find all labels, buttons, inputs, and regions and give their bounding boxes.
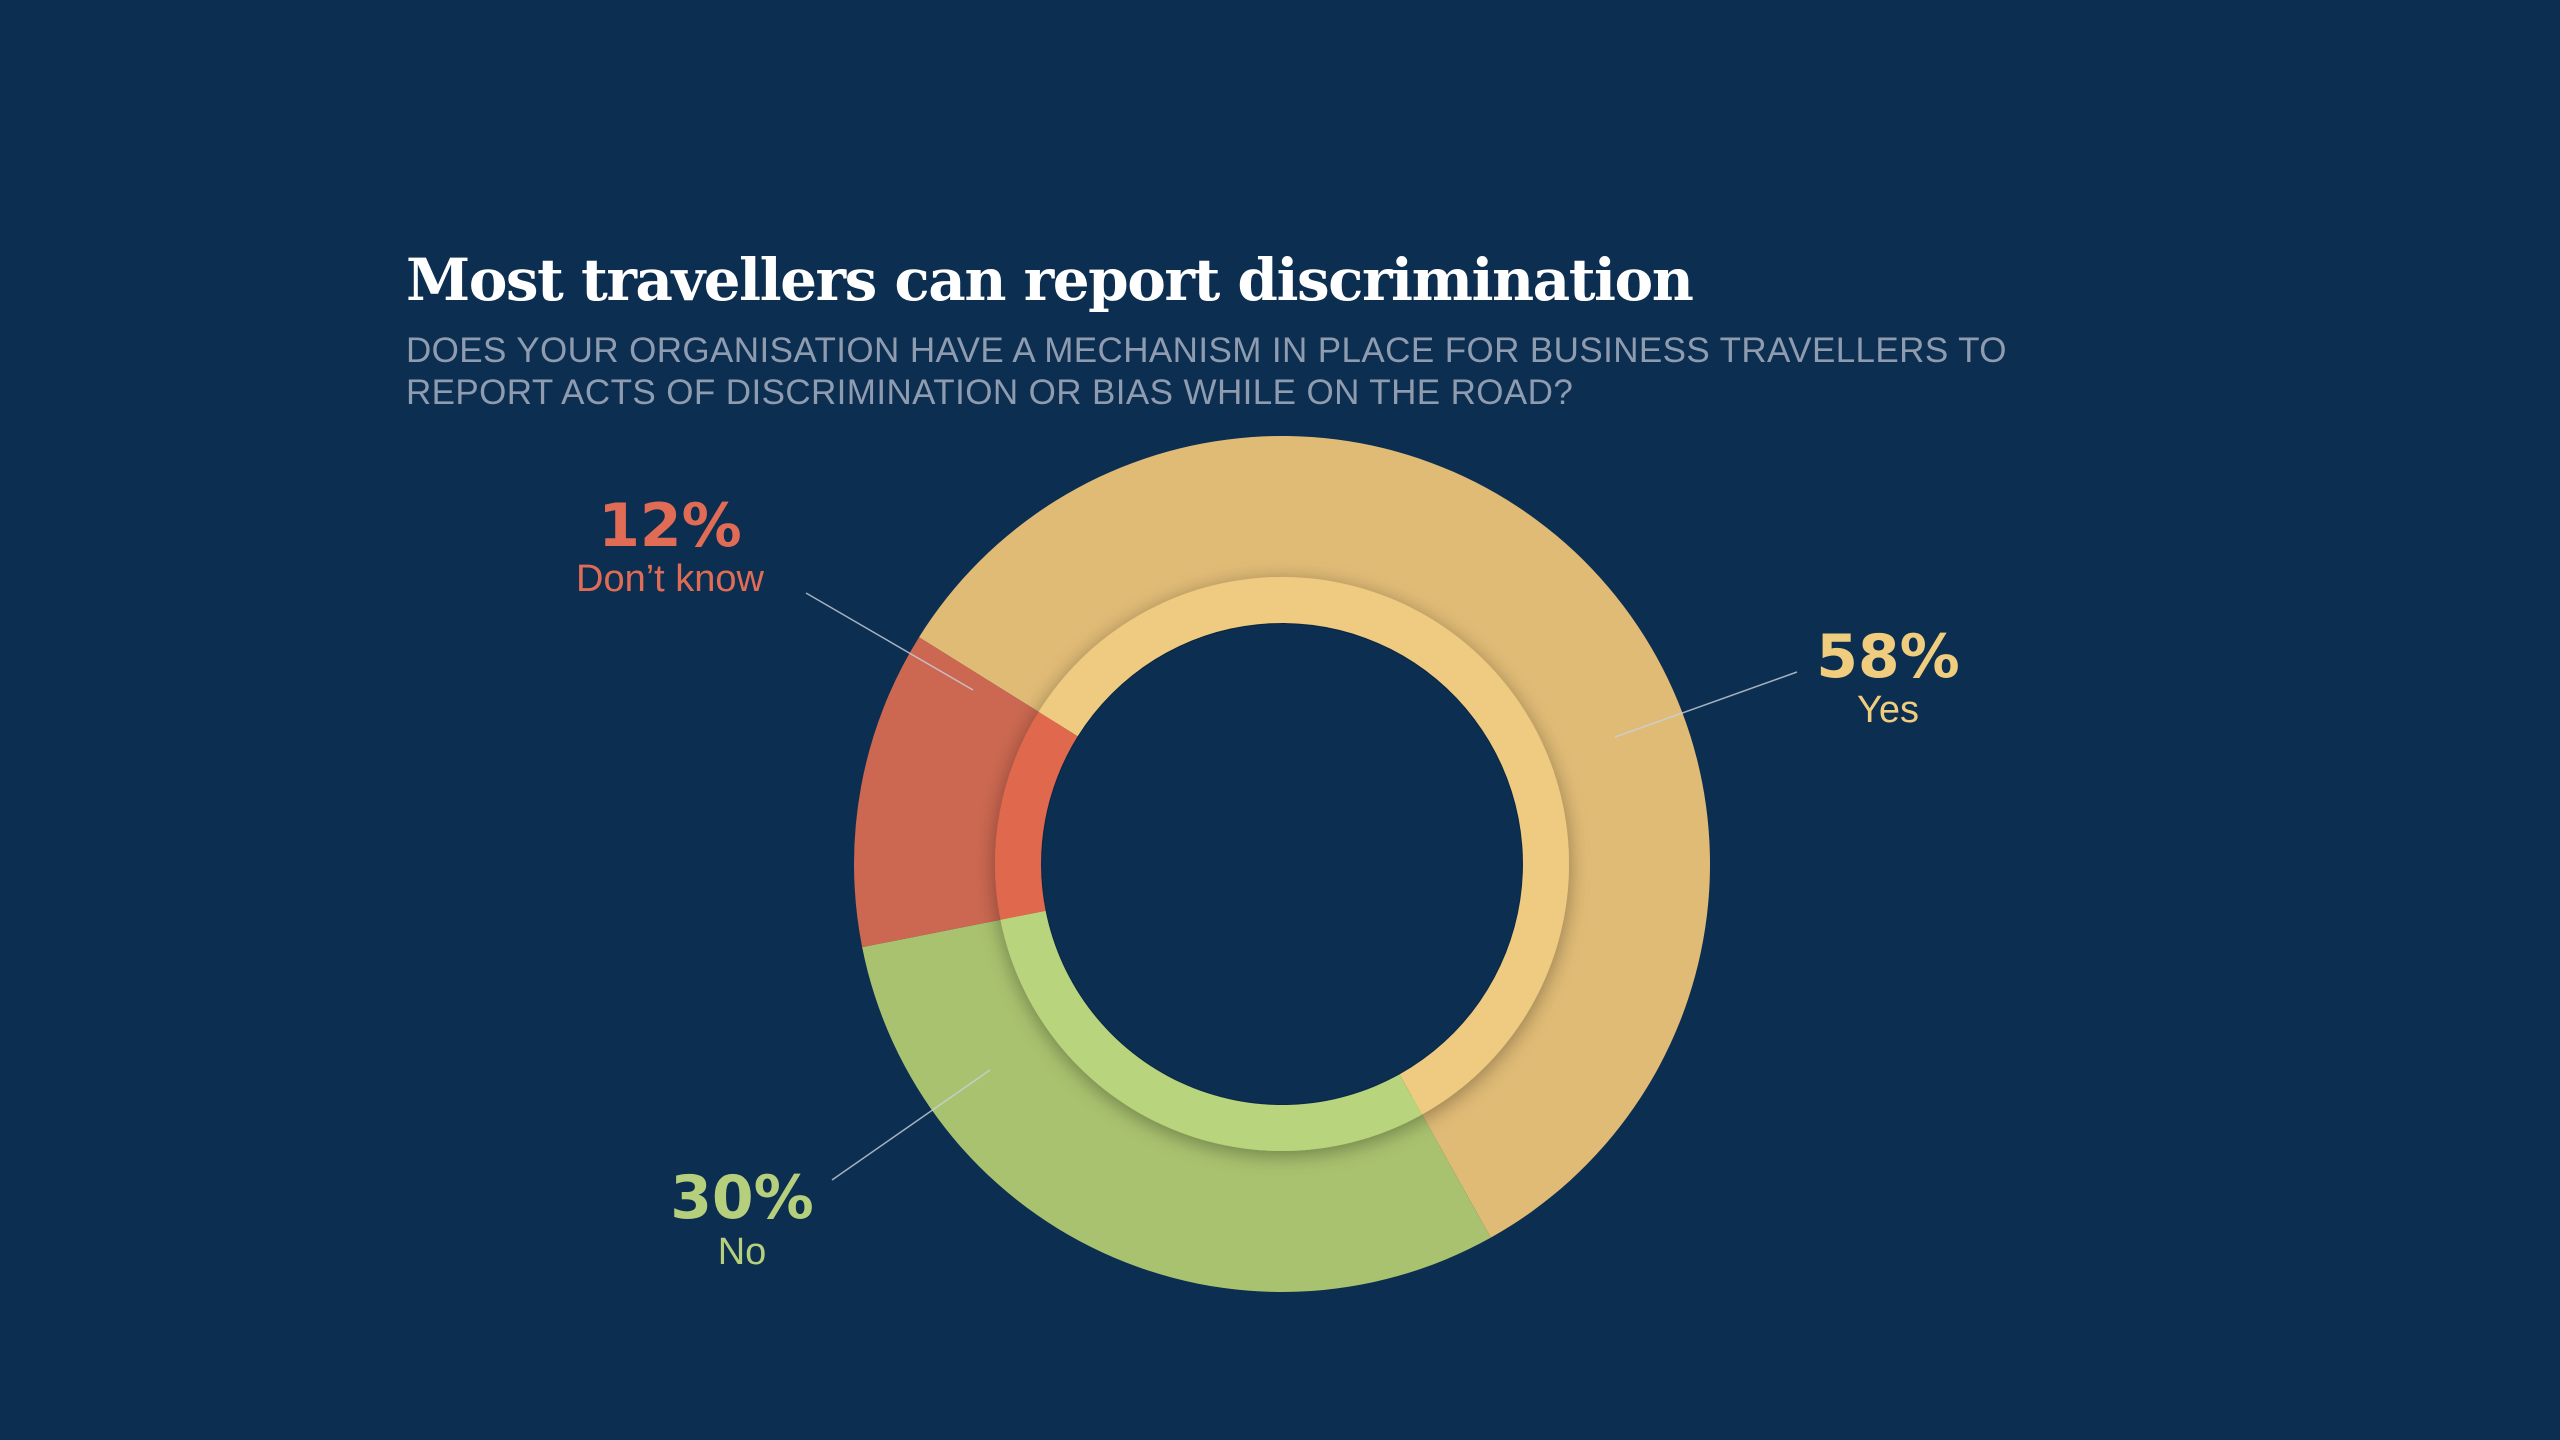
category-label-yes: Yes (1857, 689, 1919, 731)
leader-lines (805, 592, 1798, 1181)
value-label-yes: 58% (1816, 622, 1960, 692)
chart-title: Most travellers can report discriminatio… (406, 246, 1694, 314)
value-label-no: 30% (670, 1163, 814, 1233)
slice-inner-don-t-know (995, 711, 1078, 920)
chart-subtitle: DOES YOUR ORGANISATION HAVE A MECHANISM … (406, 331, 2007, 412)
slice-labels: 58%Yes 30%No 12%Don’t know (576, 491, 1960, 1273)
donut-hole (1042, 624, 1522, 1104)
category-label-don-t-know: Don’t know (576, 558, 765, 600)
leader-line-yes (1614, 671, 1798, 738)
category-label-no: No (718, 1231, 767, 1273)
leader-line-don-t-know (805, 592, 974, 691)
value-label-don-t-know: 12% (598, 491, 742, 561)
donut-inner-ring (995, 577, 1569, 1151)
slice-inner-no (1000, 910, 1423, 1151)
leader-line-no (831, 1069, 991, 1181)
slice-no (862, 915, 1491, 1292)
